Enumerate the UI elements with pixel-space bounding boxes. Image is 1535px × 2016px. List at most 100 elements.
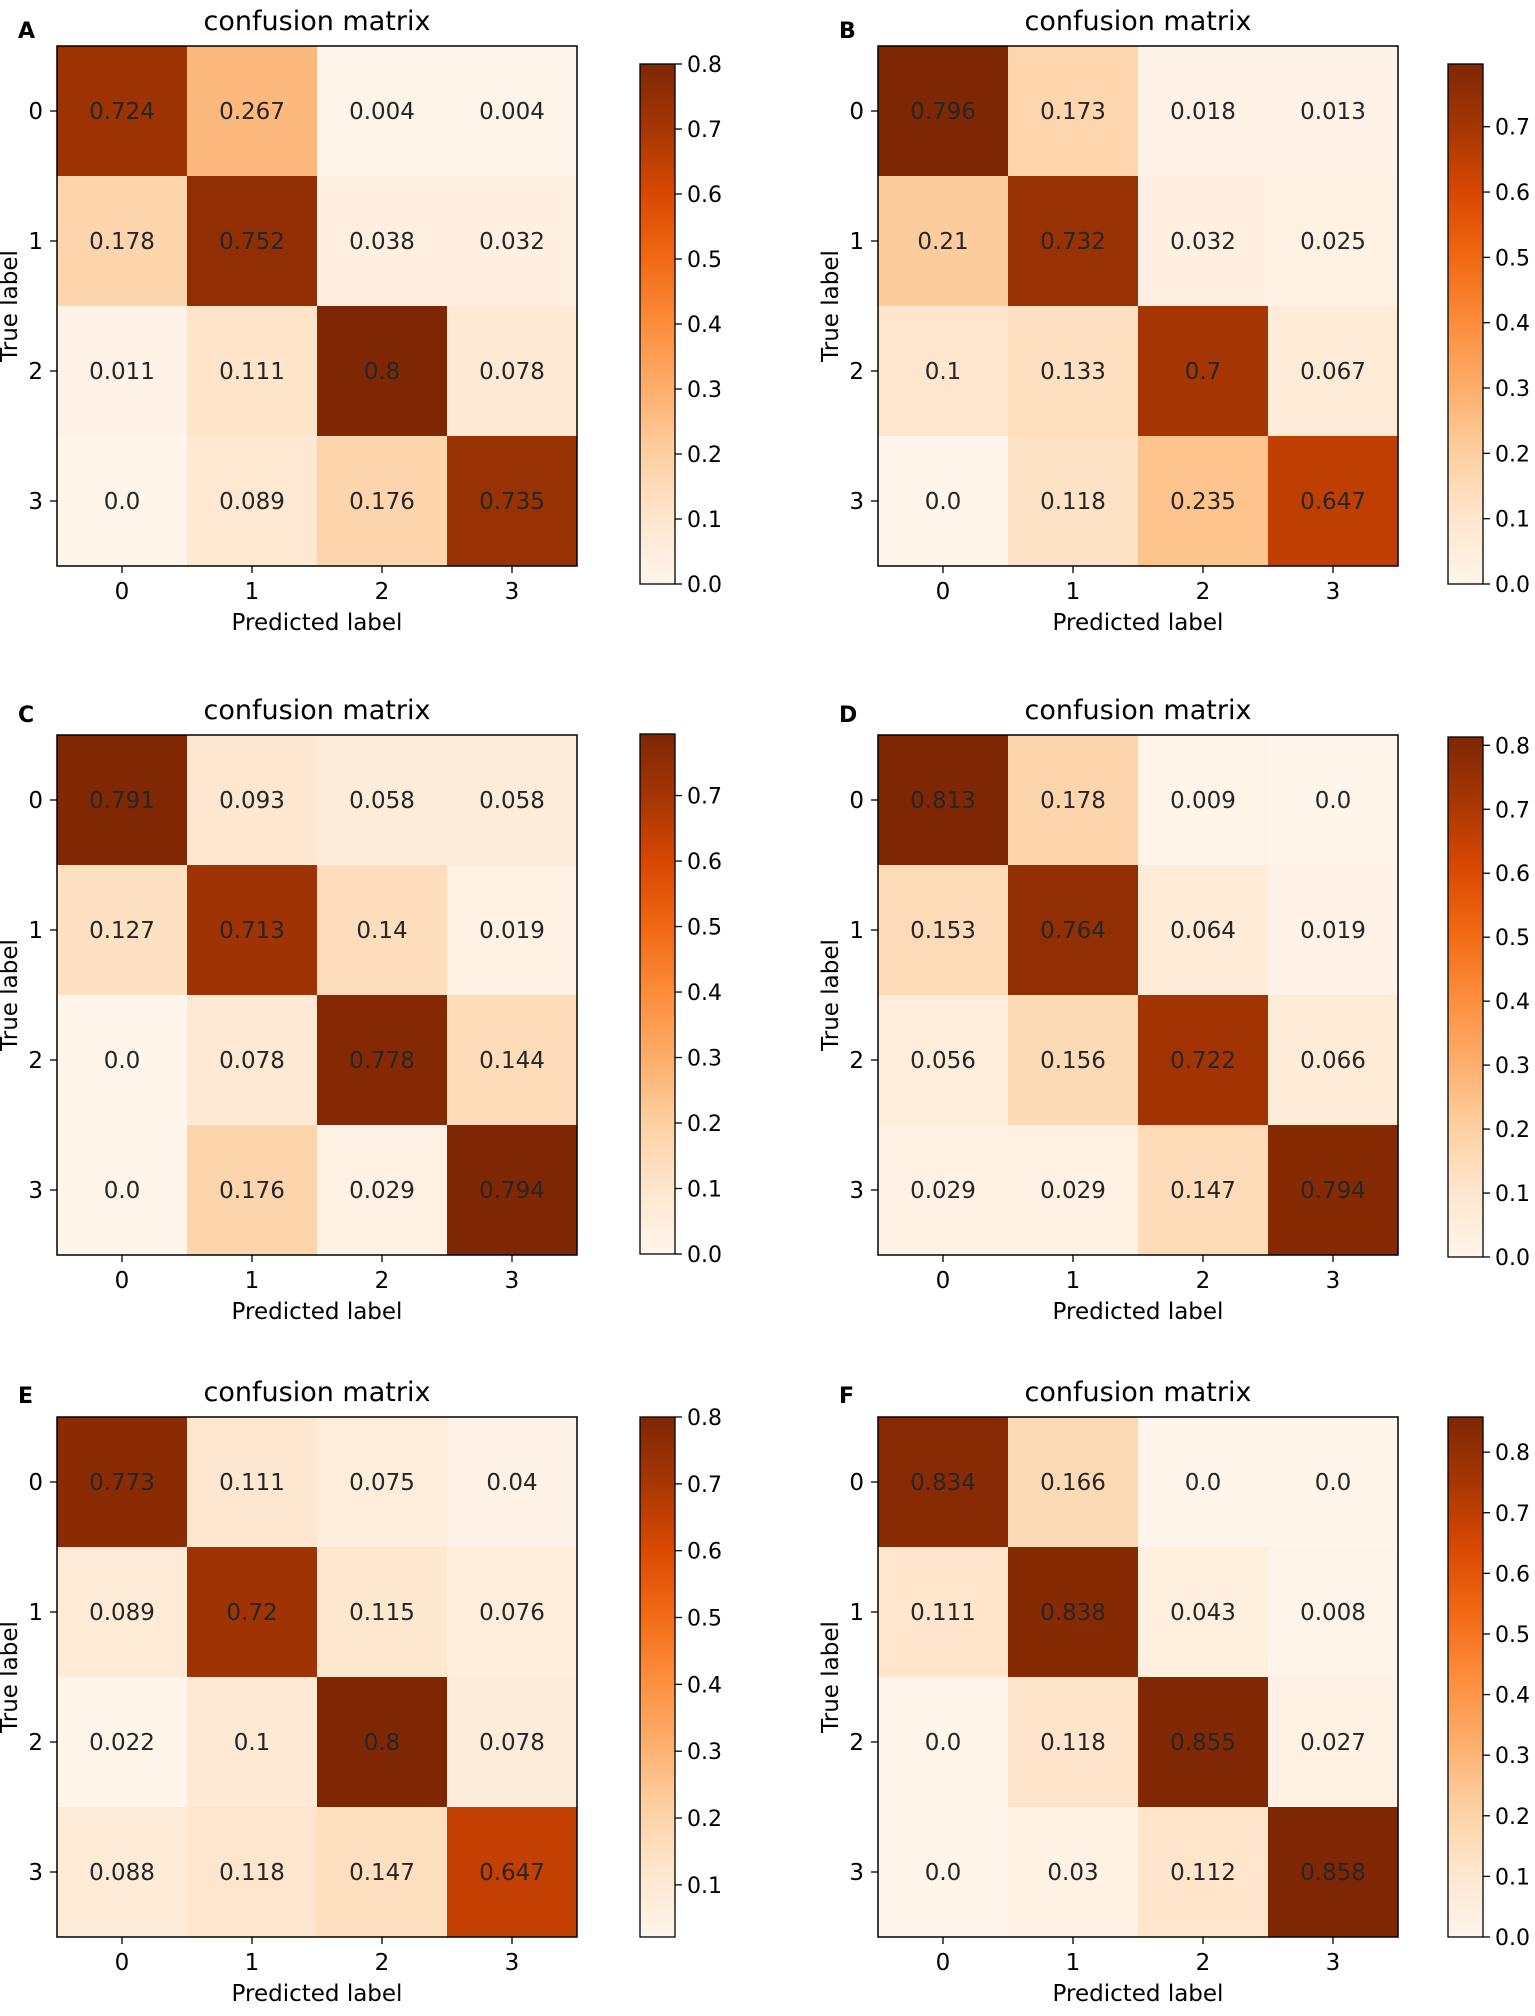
y-tick-label: 0 xyxy=(28,1470,43,1496)
heatmap-cell xyxy=(447,1125,577,1255)
heatmap-cell xyxy=(57,46,187,176)
cell-value-label: 0.118 xyxy=(219,1860,285,1886)
cell-value-label: 0.0 xyxy=(1185,1470,1222,1496)
heatmap-cell xyxy=(1008,1807,1138,1937)
heatmap-cell xyxy=(1268,995,1398,1125)
cell-value-label: 0.235 xyxy=(1170,489,1236,515)
heatmap-cell xyxy=(57,735,187,865)
cell-value-label: 0.855 xyxy=(1170,1730,1236,1756)
cell-value-label: 0.713 xyxy=(219,918,285,944)
colorbar-tick-label: 0.4 xyxy=(687,1673,722,1698)
colorbar-tick-label: 0.5 xyxy=(687,916,722,941)
cell-value-label: 0.076 xyxy=(479,1600,545,1626)
cell-value-label: 0.178 xyxy=(1040,788,1106,814)
y-tick-label: 1 xyxy=(28,918,43,944)
heatmap-cell xyxy=(447,1547,577,1677)
cell-value-label: 0.147 xyxy=(349,1860,415,1886)
heatmap-cell xyxy=(187,735,317,865)
colorbar-tick-label: 0.6 xyxy=(1495,862,1530,887)
x-axis-label: Predicted label xyxy=(232,1981,403,2007)
chart-title: confusion matrix xyxy=(1025,6,1252,37)
colorbar-tick-label: 0.8 xyxy=(687,1406,722,1431)
colorbar-tick-label: 0.5 xyxy=(1495,926,1530,951)
y-axis-label: True label xyxy=(0,1621,23,1734)
y-tick-label: 2 xyxy=(849,359,864,385)
cell-value-label: 0.111 xyxy=(219,359,285,385)
panel-letter: F xyxy=(839,1384,854,1409)
heatmap-cell xyxy=(1138,1807,1268,1937)
heatmap-cell xyxy=(57,1125,187,1255)
x-tick-label: 3 xyxy=(505,1950,520,1976)
colorbar-tick-label: 0.8 xyxy=(687,53,722,78)
heatmap-cell xyxy=(1268,1547,1398,1677)
cell-value-label: 0.127 xyxy=(89,918,155,944)
cell-value-label: 0.058 xyxy=(479,788,545,814)
cell-value-label: 0.794 xyxy=(479,1178,545,1204)
heatmap-cell xyxy=(447,1677,577,1807)
heatmap-cell xyxy=(878,995,1008,1125)
heatmap-cell xyxy=(1268,865,1398,995)
colorbar-tick-label: 0.5 xyxy=(1495,246,1530,271)
panel-letter: A xyxy=(18,19,35,44)
colorbar-tick-label: 0.0 xyxy=(1495,1926,1530,1951)
colorbar-tick-label: 0.3 xyxy=(1495,377,1530,402)
x-tick-label: 2 xyxy=(375,579,390,605)
cell-value-label: 0.0 xyxy=(104,489,141,515)
cell-value-label: 0.144 xyxy=(479,1048,545,1074)
cell-value-label: 0.267 xyxy=(219,99,285,125)
heatmap-cell xyxy=(447,46,577,176)
matrix-frame xyxy=(56,45,578,567)
colorbar-tick-label: 0.2 xyxy=(1495,1118,1530,1143)
heatmap-cell xyxy=(317,1677,447,1807)
heatmap-cell xyxy=(878,1547,1008,1677)
cell-value-label: 0.166 xyxy=(1040,1470,1106,1496)
chart-title: confusion matrix xyxy=(204,695,431,726)
cell-value-label: 0.0 xyxy=(925,489,962,515)
cell-value-label: 0.1 xyxy=(925,359,962,385)
chart-title: confusion matrix xyxy=(1025,1377,1252,1408)
cell-value-label: 0.111 xyxy=(219,1470,285,1496)
heatmap-cell xyxy=(57,176,187,306)
cell-value-label: 0.724 xyxy=(89,99,155,125)
heatmap-cell xyxy=(57,436,187,566)
colorbar-tick-label: 0.3 xyxy=(1495,1054,1530,1079)
colorbar-tick-label: 0.7 xyxy=(1495,116,1530,141)
heatmap-cell xyxy=(1138,46,1268,176)
heatmap-cell xyxy=(187,1547,317,1677)
colorbar-tick-label: 0.2 xyxy=(687,1112,722,1137)
cell-value-label: 0.791 xyxy=(89,788,155,814)
cell-value-label: 0.03 xyxy=(1047,1860,1098,1886)
heatmap-cell xyxy=(447,1417,577,1547)
y-tick-label: 2 xyxy=(28,1730,43,1756)
heatmap-cell xyxy=(1008,306,1138,436)
matrix-frame xyxy=(877,734,1399,1256)
x-tick-label: 2 xyxy=(1196,1950,1211,1976)
y-axis-label: True label xyxy=(818,939,844,1052)
cell-value-label: 0.1 xyxy=(234,1730,271,1756)
x-tick-label: 1 xyxy=(1066,579,1081,605)
heatmap-cell xyxy=(1138,1125,1268,1255)
cell-value-label: 0.066 xyxy=(1300,1048,1366,1074)
heatmap-cell xyxy=(1268,1807,1398,1937)
colorbar xyxy=(1447,736,1484,1258)
heatmap-cell xyxy=(1138,1677,1268,1807)
colorbar-tick-label: 0.6 xyxy=(687,1540,722,1565)
heatmap-cell xyxy=(57,1417,187,1547)
cell-value-label: 0.834 xyxy=(910,1470,976,1496)
x-tick-label: 3 xyxy=(1326,1950,1341,1976)
cell-value-label: 0.153 xyxy=(910,918,976,944)
panel-letter: E xyxy=(18,1384,33,1409)
x-axis-label: Predicted label xyxy=(1053,610,1224,636)
x-tick-label: 2 xyxy=(1196,1268,1211,1294)
heatmap-cell xyxy=(878,1125,1008,1255)
colorbar-tick-label: 0.8 xyxy=(1495,1441,1530,1466)
cell-value-label: 0.794 xyxy=(1300,1178,1366,1204)
heatmap-cell xyxy=(1008,1547,1138,1677)
cell-value-label: 0.111 xyxy=(910,1600,976,1626)
colorbar-tick-label: 0.2 xyxy=(1495,442,1530,467)
colorbar-tick-label: 0.1 xyxy=(687,508,722,533)
cell-value-label: 0.176 xyxy=(349,489,415,515)
